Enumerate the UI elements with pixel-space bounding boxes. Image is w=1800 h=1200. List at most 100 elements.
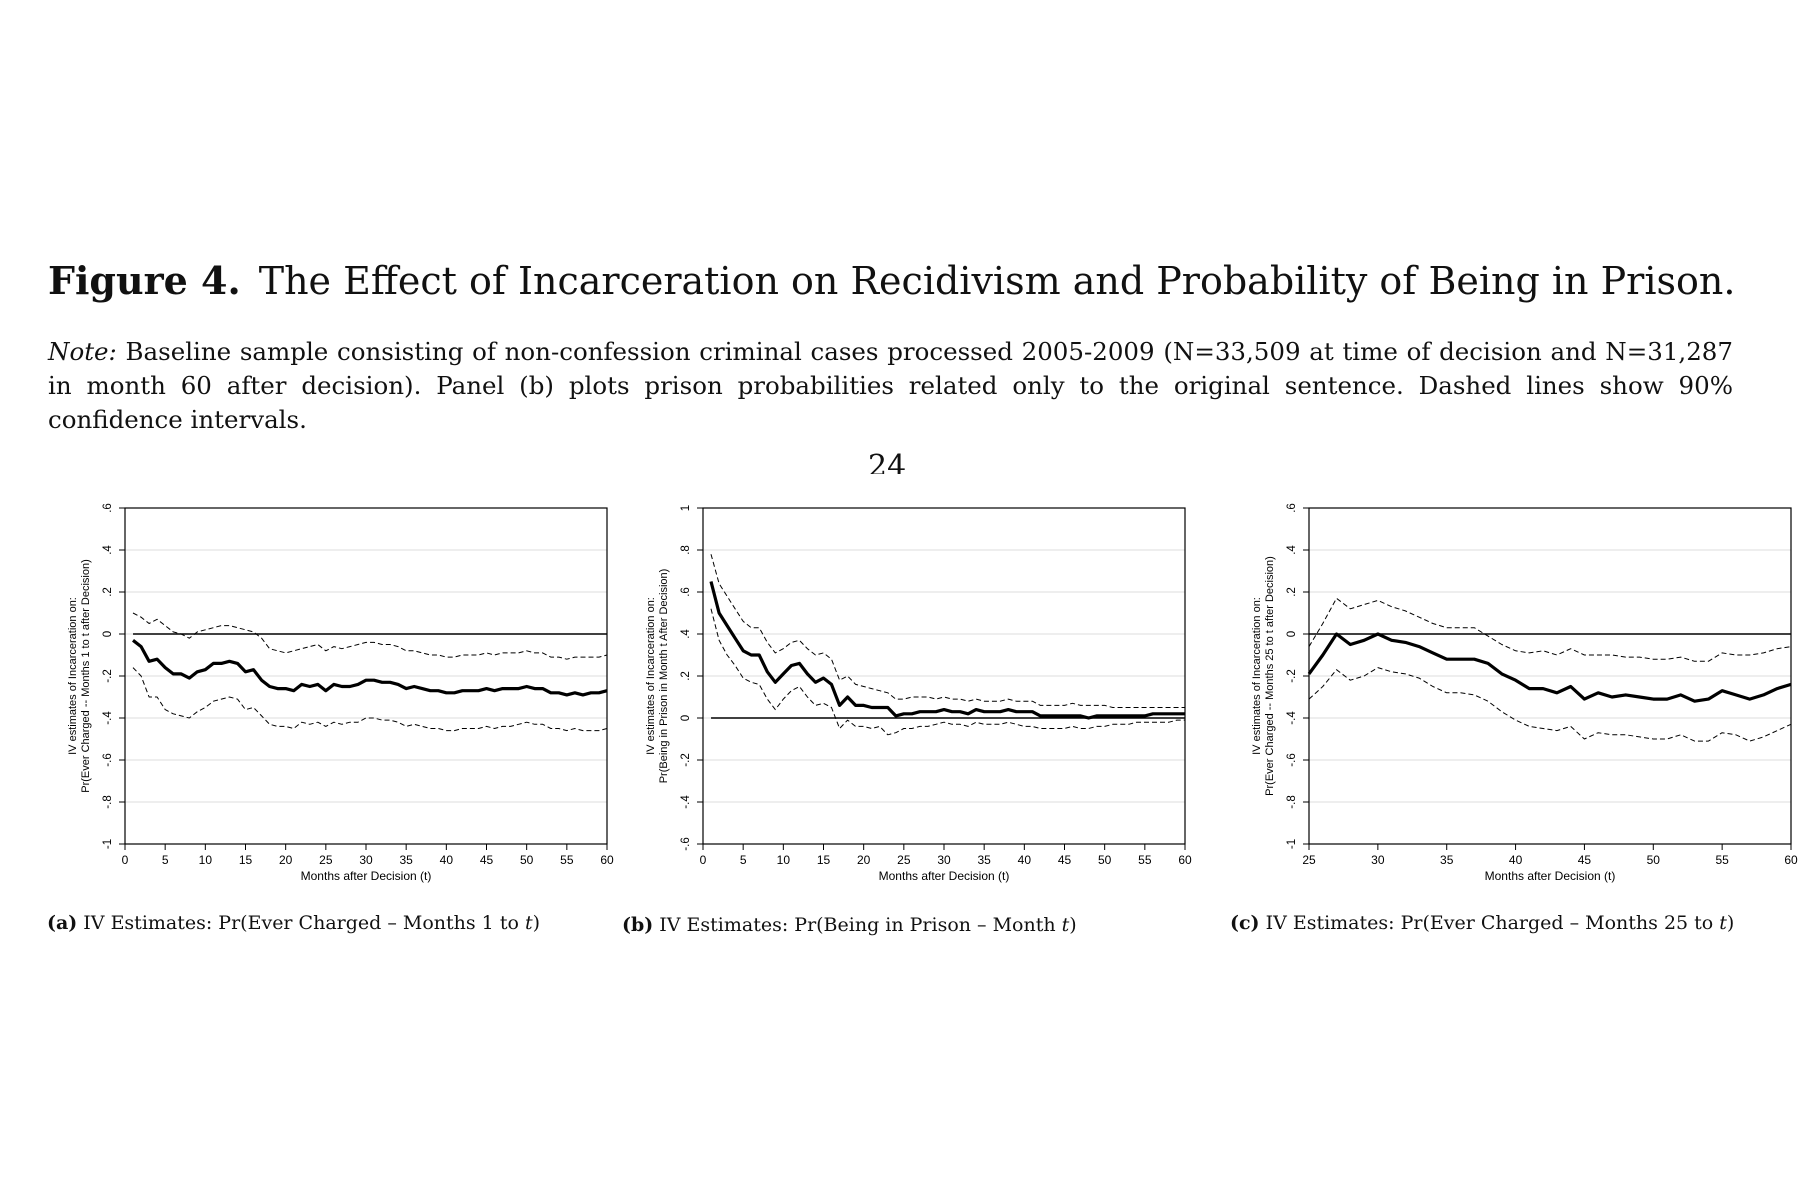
xtick-label-b-2: 10 [777,853,791,867]
caption-b-label: (b) [622,914,654,936]
ytick-label-c-0: -1 [1286,839,1298,849]
ytick-label-a-4: -.2 [102,669,114,682]
xtick-label-b-11: 55 [1138,853,1152,867]
page-number: 24 [868,452,907,474]
caption-c-text: IV Estimates: Pr(Ever Charged – Months 2… [1265,912,1720,934]
figure-note: Note: Baseline sample consisting of non-… [48,335,1733,437]
xtick-label-a-5: 25 [319,853,333,867]
estimate-line-a [132,639,608,697]
ci-upper-line-a [132,612,608,660]
note-label: Note: [48,337,117,366]
xtick-label-c-5: 50 [1647,853,1661,867]
caption-c-label: (c) [1230,912,1260,934]
ytick-label-c-7: .4 [1286,545,1298,555]
xtick-label-a-2: 10 [199,853,213,867]
xtick-label-a-8: 40 [440,853,454,867]
ytick-label-a-6: .2 [102,587,114,597]
ytick-label-b-0: -.6 [680,837,692,850]
caption-a-text: IV Estimates: Pr(Ever Charged – Months 1… [83,912,525,934]
xtick-label-c-0: 25 [1302,853,1316,867]
y-axis-title-c-line-1: IV estimates of Incarceration on: [1251,597,1263,755]
ytick-label-b-3: 0 [680,715,692,721]
x-axis-title-c: Months after Decision (t) [1485,869,1616,883]
caption-c-close: ) [1726,912,1735,934]
chart-panel-c: -1 -.8 -.6 -.4 -.2 0 .2 .4 .6 25 30 35 40 45 50 55 60 Mon… [1244,495,1800,895]
caption-a-close: ) [532,912,540,934]
ytick-label-c-6: .2 [1286,587,1298,597]
ytick-label-b-8: 1 [680,505,692,511]
caption-b-italic: t [1061,914,1070,936]
xtick-label-c-3: 40 [1509,853,1523,867]
estimate-line-c [1307,632,1792,703]
ci-lower-line-a [132,667,608,732]
xtick-label-a-9: 45 [480,853,494,867]
chart-panel-a: -1 -.8 -.6 -.4 -.2 0 .2 .4 .6 0 5 10 15 20 25 30 35 40 45 5… [60,495,620,895]
chart-c-svg: -1 -.8 -.6 -.4 -.2 0 .2 .4 .6 25 30 35 40 45 50 55 60 Mon… [1251,503,1798,883]
ci-upper-line-c [1308,597,1792,662]
figure-title: Figure 4. The Effect of Incarceration on … [48,258,1768,303]
y-axis-title-a-line-1: IV estimates of Incarceration on: [67,597,79,755]
xtick-label-a-1: 5 [162,853,169,867]
ytick-label-b-4: .2 [680,671,692,681]
ytick-label-a-0: -1 [102,839,114,849]
xtick-label-b-6: 30 [937,853,951,867]
xtick-label-c-7: 60 [1784,853,1798,867]
ytick-label-c-1: -.8 [1286,795,1298,808]
ytick-label-b-1: -.4 [680,795,692,809]
xtick-label-b-3: 15 [817,853,831,867]
caption-c: (c) IV Estimates: Pr(Ever Charged – Month… [1230,912,1734,934]
estimate-line-b [709,581,1185,720]
ytick-label-a-1: -.8 [102,795,114,808]
caption-a-label: (a) [47,912,78,934]
ytick-label-a-8: .6 [102,503,114,513]
xtick-label-a-3: 15 [239,853,253,867]
xtick-label-b-9: 45 [1058,853,1072,867]
ci-lower-line-c [1308,667,1792,742]
xtick-label-c-6: 55 [1715,853,1729,867]
caption-a-italic: t [524,912,533,934]
caption-b-close: ) [1069,914,1077,936]
caption-b: (b) IV Estimates: Pr(Being in Prison – Mo… [622,914,1077,936]
xtick-label-a-11: 55 [560,853,574,867]
xtick-label-a-6: 30 [359,853,373,867]
xtick-label-a-10: 50 [520,853,534,867]
xtick-label-b-5: 25 [897,853,911,867]
y-axis-title-a-line-2: Pr(Ever Charged -- Months 1 to t after D… [80,559,92,793]
xtick-label-b-0: 0 [700,853,707,867]
chart-b-svg: -.6-.4-.20.2.4.6.810 5 10 15 20 25 30 35 40 45 50 5… [645,505,1192,883]
xtick-label-b-4: 20 [857,853,871,867]
ytick-label-a-2: -.6 [102,753,114,766]
ytick-label-c-5: 0 [1286,631,1298,637]
xtick-label-b-8: 40 [1018,853,1032,867]
xtick-label-a-4: 20 [279,853,293,867]
xtick-label-b-10: 50 [1098,853,1112,867]
ytick-label-c-8: .6 [1286,503,1298,513]
caption-c-italic: t [1719,912,1727,934]
y-axis-title-b-line-2: Pr(Being in Prison in Month t After Deci… [658,569,670,784]
xtick-label-b-7: 35 [977,853,991,867]
ytick-label-b-7: .8 [680,545,692,555]
ytick-label-c-3: -.4 [1286,711,1298,725]
xtick-label-a-0: 0 [122,853,129,867]
xtick-label-a-7: 35 [399,853,413,867]
xtick-label-c-4: 45 [1578,853,1592,867]
ytick-label-c-4: -.2 [1286,669,1298,682]
xtick-label-c-2: 35 [1440,853,1454,867]
xtick-label-b-12: 60 [1178,853,1192,867]
ytick-label-b-2: -.2 [680,753,692,766]
xtick-label-b-1: 5 [740,853,747,867]
y-axis-title-b-line-1: IV estimates of Incarceration on: [645,597,657,755]
caption-a: (a) IV Estimates: Pr(Ever Charged – Month… [47,912,540,934]
ytick-label-b-5: .4 [680,629,692,639]
figure-title-text: The Effect of Incarceration on Recidivis… [258,259,1736,303]
ytick-label-c-2: -.6 [1286,753,1298,766]
figure-number: Figure 4. [48,258,241,303]
x-axis-title-b: Months after Decision (t) [879,869,1010,883]
chart-panel-b: -.6 -.4 -.2 0.2.4.6.8 1 0 5 10 15 20 25 30 35 40 45 50 5… [638,495,1198,895]
xtick-label-c-1: 30 [1371,853,1385,867]
y-axis-title-c-line-2: Pr(Ever Charged -- Months 25 to t after … [1264,556,1276,796]
ci-lower-line-b [710,608,1185,736]
ytick-label-a-3: -.4 [102,711,114,725]
chart-a-svg: -1 -.8 -.6 -.4 -.2 0 .2 .4 .6 0 5 10 15 20 25 30 35 40 45 5… [67,503,614,883]
xtick-label-a-12: 60 [600,853,614,867]
